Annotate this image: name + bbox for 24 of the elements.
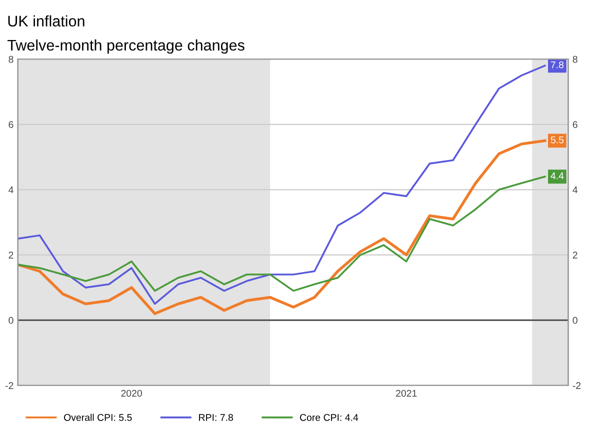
data-label: 7.8 (550, 61, 564, 68)
chart-title: UK inflation (8, 15, 84, 27)
y-tick-label: -2 (5, 382, 14, 389)
y-tick-label: 8 (8, 56, 14, 63)
y2-tick-label: -2 (572, 382, 581, 389)
y2-tick-label: 4 (572, 186, 578, 194)
y2-tick-label: 8 (572, 56, 578, 63)
line-series (18, 176, 546, 292)
x-tick-label: 2020 (121, 390, 142, 397)
y-tick-label: 4 (8, 186, 14, 194)
y2-tick-label: 2 (572, 252, 578, 258)
legend-label: Overall CPI: 5.5 (64, 414, 132, 421)
legend-label: RPI: 7.8 (199, 414, 233, 421)
y2-tick-label: 0 (572, 316, 578, 324)
y-tick-label: 2 (8, 252, 14, 258)
data-label: 4.4 (550, 172, 564, 180)
y-tick-label: 6 (8, 121, 14, 128)
y-tick-label: 0 (8, 316, 14, 324)
chart-subtitle: Twelve-month percentage changes (7, 39, 244, 54)
y2-tick-label: 6 (572, 121, 578, 128)
data-label: 5.5 (550, 136, 564, 144)
line-series (18, 64, 546, 305)
x-tick-label: 2021 (396, 390, 417, 397)
legend-label: Core CPI: 4.4 (300, 414, 358, 421)
